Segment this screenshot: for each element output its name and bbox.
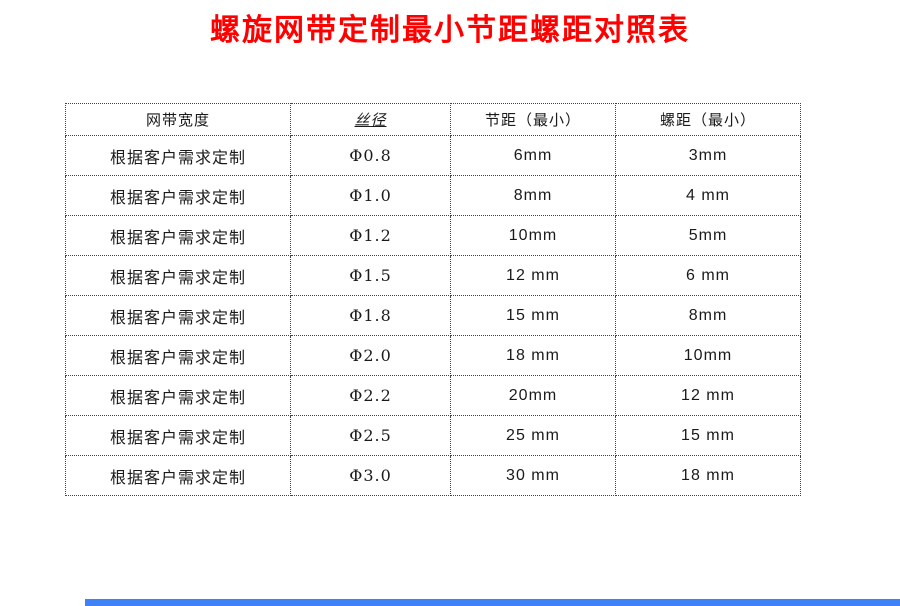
table-cell: Φ1.2	[290, 215, 451, 256]
table-cell: 根据客户需求定制	[65, 215, 291, 256]
table-header-row: 网带宽度 丝径 节距（最小） 螺距（最小）	[65, 103, 801, 136]
table-cell: 15 mm	[615, 415, 801, 456]
table-cell: 根据客户需求定制	[65, 375, 291, 416]
table-cell: 12 mm	[450, 255, 616, 296]
table-cell: 6mm	[450, 135, 616, 176]
column-header: 节距（最小）	[450, 103, 616, 136]
table-row: 根据客户需求定制 Φ3.0 30 mm 18 mm	[65, 455, 801, 496]
table-cell: 10mm	[615, 335, 801, 376]
pitch-spec-table: 网带宽度 丝径 节距（最小） 螺距（最小） 根据客户需求定制 Φ0.8 6mm 3mm 根据客…	[65, 103, 801, 496]
table-cell: Φ2.5	[290, 415, 451, 456]
table-cell: 20mm	[450, 375, 616, 416]
table-cell: 5mm	[615, 215, 801, 256]
table-row: 根据客户需求定制 Φ1.5 12 mm 6 mm	[65, 255, 801, 296]
table-cell: 18 mm	[615, 455, 801, 496]
table-cell: 根据客户需求定制	[65, 335, 291, 376]
table-cell: 18 mm	[450, 335, 616, 376]
table-cell: Φ2.0	[290, 335, 451, 376]
table-cell: 根据客户需求定制	[65, 175, 291, 216]
table-cell: 8mm	[615, 295, 801, 336]
page-title: 螺旋网带定制最小节距螺距对照表	[210, 14, 690, 47]
table-cell: 根据客户需求定制	[65, 255, 291, 296]
table-body: 根据客户需求定制 Φ0.8 6mm 3mm 根据客户需求定制 Φ1.0 8mm 4 mm 根据客…	[65, 135, 801, 496]
horizontal-scrollbar[interactable]	[85, 599, 900, 606]
table-cell: 12 mm	[615, 375, 801, 416]
table-cell: 15 mm	[450, 295, 616, 336]
table-cell: 8mm	[450, 175, 616, 216]
table-cell: Φ2.2	[290, 375, 451, 416]
table-cell: Φ1.5	[290, 255, 451, 296]
table-cell: Φ1.0	[290, 175, 451, 216]
table-row: 根据客户需求定制 Φ2.2 20mm 12 mm	[65, 375, 801, 416]
table-cell: 4 mm	[615, 175, 801, 216]
table-cell: 25 mm	[450, 415, 616, 456]
table-cell: Φ0.8	[290, 135, 451, 176]
table-row: 根据客户需求定制 Φ0.8 6mm 3mm	[65, 135, 801, 176]
column-header: 螺距（最小）	[615, 103, 801, 136]
table-cell: 根据客户需求定制	[65, 295, 291, 336]
table-cell: 根据客户需求定制	[65, 455, 291, 496]
table-row: 根据客户需求定制 Φ2.0 18 mm 10mm	[65, 335, 801, 376]
table-cell: 根据客户需求定制	[65, 135, 291, 176]
table-cell: 10mm	[450, 215, 616, 256]
table-row: 根据客户需求定制 Φ1.0 8mm 4 mm	[65, 175, 801, 216]
column-header: 网带宽度	[65, 103, 291, 136]
table-cell: Φ3.0	[290, 455, 451, 496]
table-cell: 3mm	[615, 135, 801, 176]
table-row: 根据客户需求定制 Φ2.5 25 mm 15 mm	[65, 415, 801, 456]
table-row: 根据客户需求定制 Φ1.2 10mm 5mm	[65, 215, 801, 256]
table-cell: 30 mm	[450, 455, 616, 496]
table-cell: 6 mm	[615, 255, 801, 296]
table-cell: 根据客户需求定制	[65, 415, 291, 456]
table-cell: Φ1.8	[290, 295, 451, 336]
column-header: 丝径	[290, 103, 451, 136]
table-row: 根据客户需求定制 Φ1.8 15 mm 8mm	[65, 295, 801, 336]
